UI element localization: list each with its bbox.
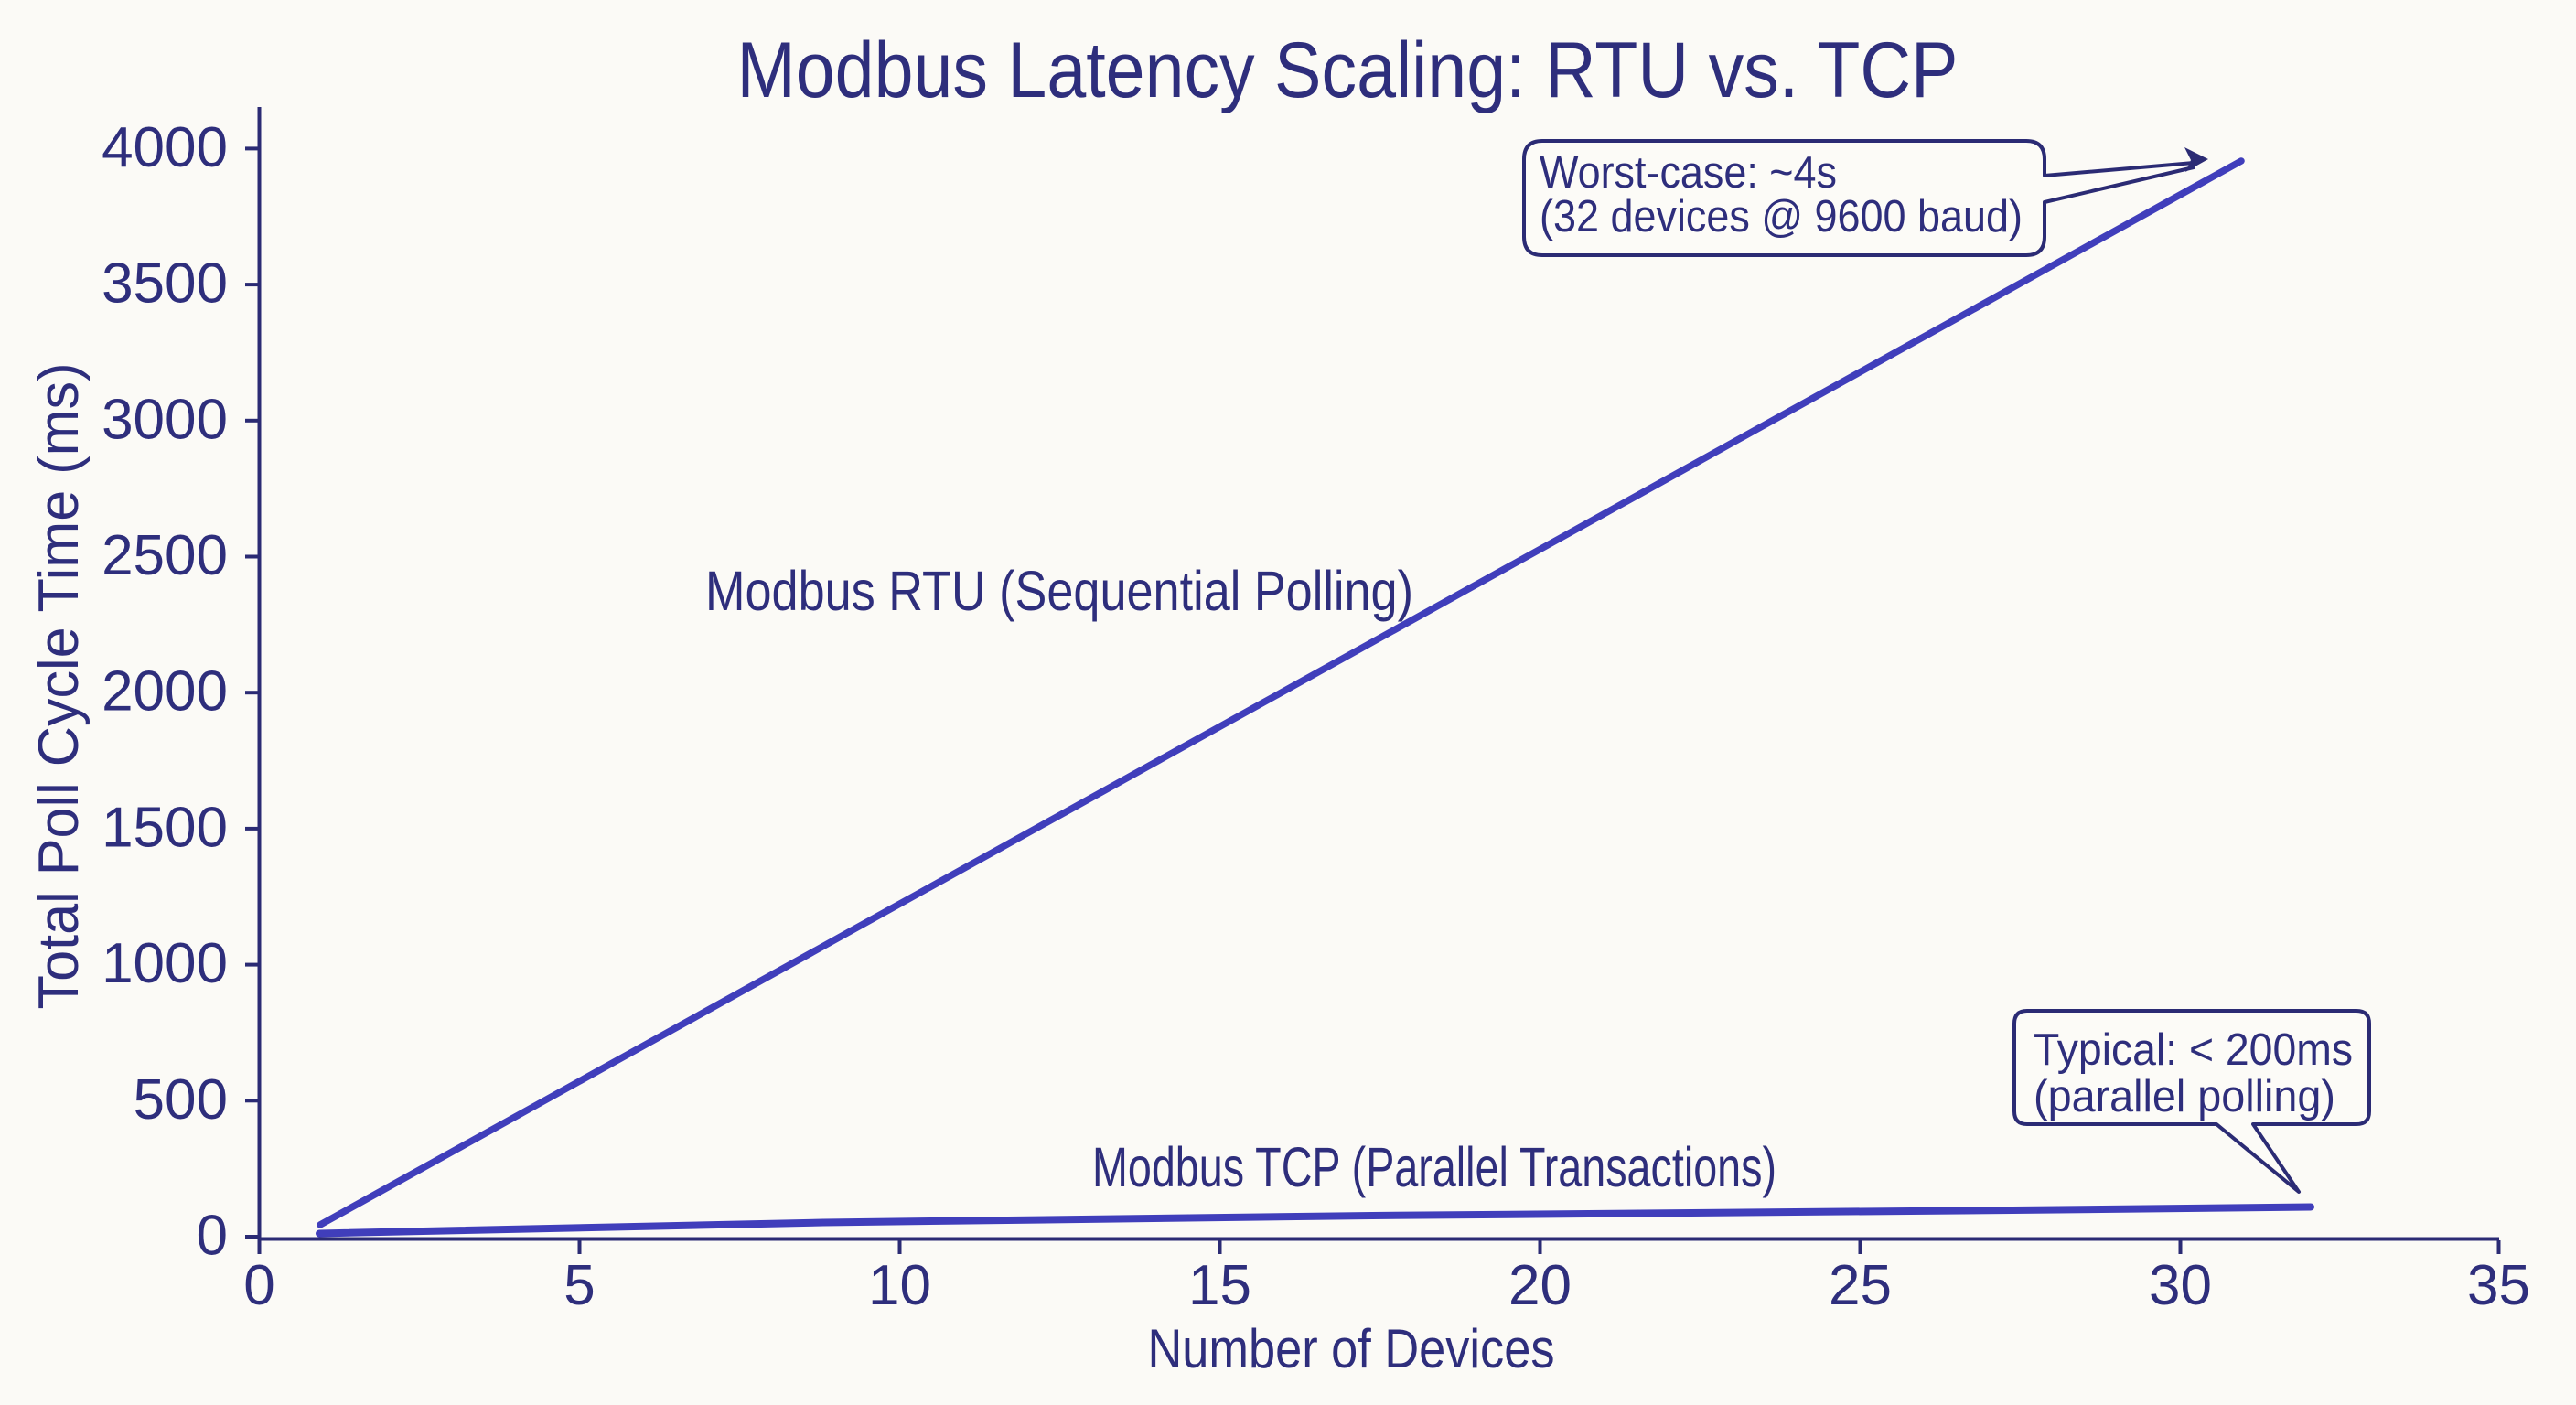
svg-text:Worst-case: ~4s: Worst-case: ~4s <box>1540 148 1837 198</box>
svg-text:(32 devices @ 9600 baud): (32 devices @ 9600 baud) <box>1540 192 2023 241</box>
svg-text:30: 30 <box>2149 1254 2212 1317</box>
svg-text:0: 0 <box>197 1205 228 1268</box>
svg-text:15: 15 <box>1188 1254 1251 1317</box>
svg-text:10: 10 <box>868 1254 931 1317</box>
svg-text:2500: 2500 <box>102 524 228 587</box>
svg-text:1000: 1000 <box>102 932 228 995</box>
svg-text:35: 35 <box>2467 1254 2530 1317</box>
svg-text:Typical: < 200ms: Typical: < 200ms <box>2034 1025 2353 1075</box>
svg-text:Total Poll Cycle Time (ms): Total Poll Cycle Time (ms) <box>27 363 91 1010</box>
svg-text:3500: 3500 <box>102 252 228 316</box>
svg-text:25: 25 <box>1829 1254 1892 1317</box>
svg-text:Modbus TCP (Parallel Transacti: Modbus TCP (Parallel Transactions) <box>1092 1136 1776 1198</box>
svg-text:500: 500 <box>134 1068 228 1132</box>
svg-text:20: 20 <box>1508 1254 1572 1317</box>
svg-text:(parallel polling): (parallel polling) <box>2034 1072 2335 1121</box>
svg-text:Number of Devices: Number of Devices <box>1148 1318 1555 1379</box>
svg-text:3000: 3000 <box>102 388 228 451</box>
svg-text:2000: 2000 <box>102 660 228 724</box>
svg-text:5: 5 <box>564 1254 595 1317</box>
svg-text:Modbus RTU (Sequential Polling: Modbus RTU (Sequential Polling) <box>705 560 1413 622</box>
svg-text:1500: 1500 <box>102 796 228 859</box>
svg-text:0: 0 <box>243 1254 274 1317</box>
svg-text:4000: 4000 <box>102 116 228 179</box>
svg-text:Modbus Latency Scaling: RTU vs: Modbus Latency Scaling: RTU vs. TCP <box>737 27 1959 114</box>
